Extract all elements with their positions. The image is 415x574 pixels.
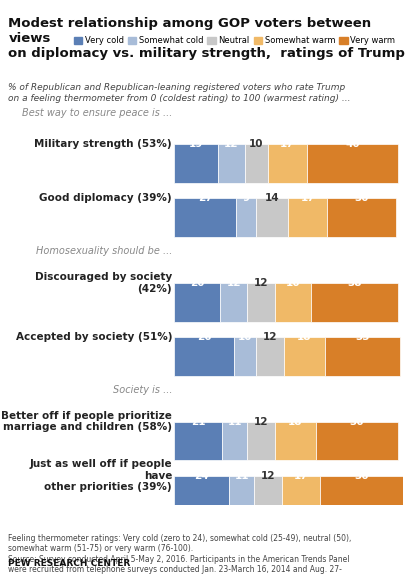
Bar xyxy=(281,476,320,514)
Text: Just as well off if people have
other priorities (39%): Just as well off if people have other pr… xyxy=(29,459,172,492)
Text: 24: 24 xyxy=(194,471,209,480)
Text: % of Republican and Republican-leaning registered voters who rate Trump
on a fee: % of Republican and Republican-leaning r… xyxy=(8,83,351,103)
Text: 14: 14 xyxy=(265,193,280,203)
Bar xyxy=(288,199,327,237)
Text: Society is ...: Society is ... xyxy=(112,385,172,395)
Text: 40: 40 xyxy=(345,139,360,149)
Text: 12: 12 xyxy=(261,471,275,480)
Bar xyxy=(174,476,229,514)
Text: 18: 18 xyxy=(297,332,312,342)
Bar xyxy=(174,337,234,376)
Text: 12: 12 xyxy=(254,278,268,288)
Bar xyxy=(245,144,268,183)
Text: 17: 17 xyxy=(280,139,295,149)
Text: 17: 17 xyxy=(300,193,315,203)
Text: 10: 10 xyxy=(249,139,264,149)
Bar xyxy=(174,283,220,321)
Text: Military strength (53%): Military strength (53%) xyxy=(34,139,172,149)
Text: 19: 19 xyxy=(189,139,203,149)
Text: PEW RESEARCH CENTER: PEW RESEARCH CENTER xyxy=(8,559,131,568)
Text: 11: 11 xyxy=(227,417,242,426)
Text: 26: 26 xyxy=(197,332,211,342)
Text: 20: 20 xyxy=(190,278,204,288)
Text: Homosexuality should be ...: Homosexuality should be ... xyxy=(36,246,172,257)
Bar xyxy=(316,421,398,460)
Text: 27: 27 xyxy=(198,193,212,203)
Text: 17: 17 xyxy=(294,471,308,480)
Bar xyxy=(275,421,316,460)
Bar xyxy=(254,476,281,514)
Bar xyxy=(307,144,398,183)
Bar xyxy=(320,476,403,514)
Text: 16: 16 xyxy=(286,278,300,288)
Text: 11: 11 xyxy=(234,471,249,480)
Text: 9: 9 xyxy=(243,193,250,203)
Text: 30: 30 xyxy=(354,193,369,203)
Text: 10: 10 xyxy=(238,332,252,342)
Bar xyxy=(222,421,247,460)
Bar xyxy=(284,337,325,376)
Bar xyxy=(217,144,245,183)
Text: Modest relationship among GOP voters between views
on diplomacy vs. military str: Modest relationship among GOP voters bet… xyxy=(8,17,405,60)
Text: Feeling thermometer ratings: Very cold (zero to 24), somewhat cold (25-49), neut: Feeling thermometer ratings: Very cold (… xyxy=(8,534,352,574)
Text: 12: 12 xyxy=(254,417,268,426)
Bar xyxy=(174,199,236,237)
Text: Better off if people prioritize
marriage and children (58%): Better off if people prioritize marriage… xyxy=(1,411,172,432)
Bar xyxy=(220,283,247,321)
Bar xyxy=(247,421,275,460)
Text: 12: 12 xyxy=(263,332,277,342)
Bar xyxy=(256,199,288,237)
Text: 12: 12 xyxy=(224,139,239,149)
Text: 36: 36 xyxy=(350,417,364,426)
Text: 33: 33 xyxy=(355,332,370,342)
Bar xyxy=(234,337,256,376)
Text: 21: 21 xyxy=(191,417,205,426)
Text: 12: 12 xyxy=(227,278,241,288)
Bar xyxy=(174,144,217,183)
Bar xyxy=(327,199,396,237)
Bar xyxy=(247,283,275,321)
Bar xyxy=(311,283,398,321)
Text: Good diplomacy (39%): Good diplomacy (39%) xyxy=(39,193,172,203)
Bar xyxy=(229,476,254,514)
Bar xyxy=(325,337,400,376)
Text: 18: 18 xyxy=(288,417,303,426)
Bar xyxy=(256,337,284,376)
Bar xyxy=(236,199,256,237)
Bar xyxy=(275,283,311,321)
Text: 38: 38 xyxy=(347,278,362,288)
Legend: Very cold, Somewhat cold, Neutral, Somewhat warm, Very warm: Very cold, Somewhat cold, Neutral, Somew… xyxy=(71,33,398,49)
Text: Best way to ensure peace is ...: Best way to ensure peace is ... xyxy=(22,108,172,118)
Text: Discouraged by society (42%): Discouraged by society (42%) xyxy=(35,272,172,294)
Text: Accepted by society (51%): Accepted by society (51%) xyxy=(15,332,172,342)
Text: 36: 36 xyxy=(354,471,369,480)
Bar xyxy=(268,144,307,183)
Bar xyxy=(174,421,222,460)
